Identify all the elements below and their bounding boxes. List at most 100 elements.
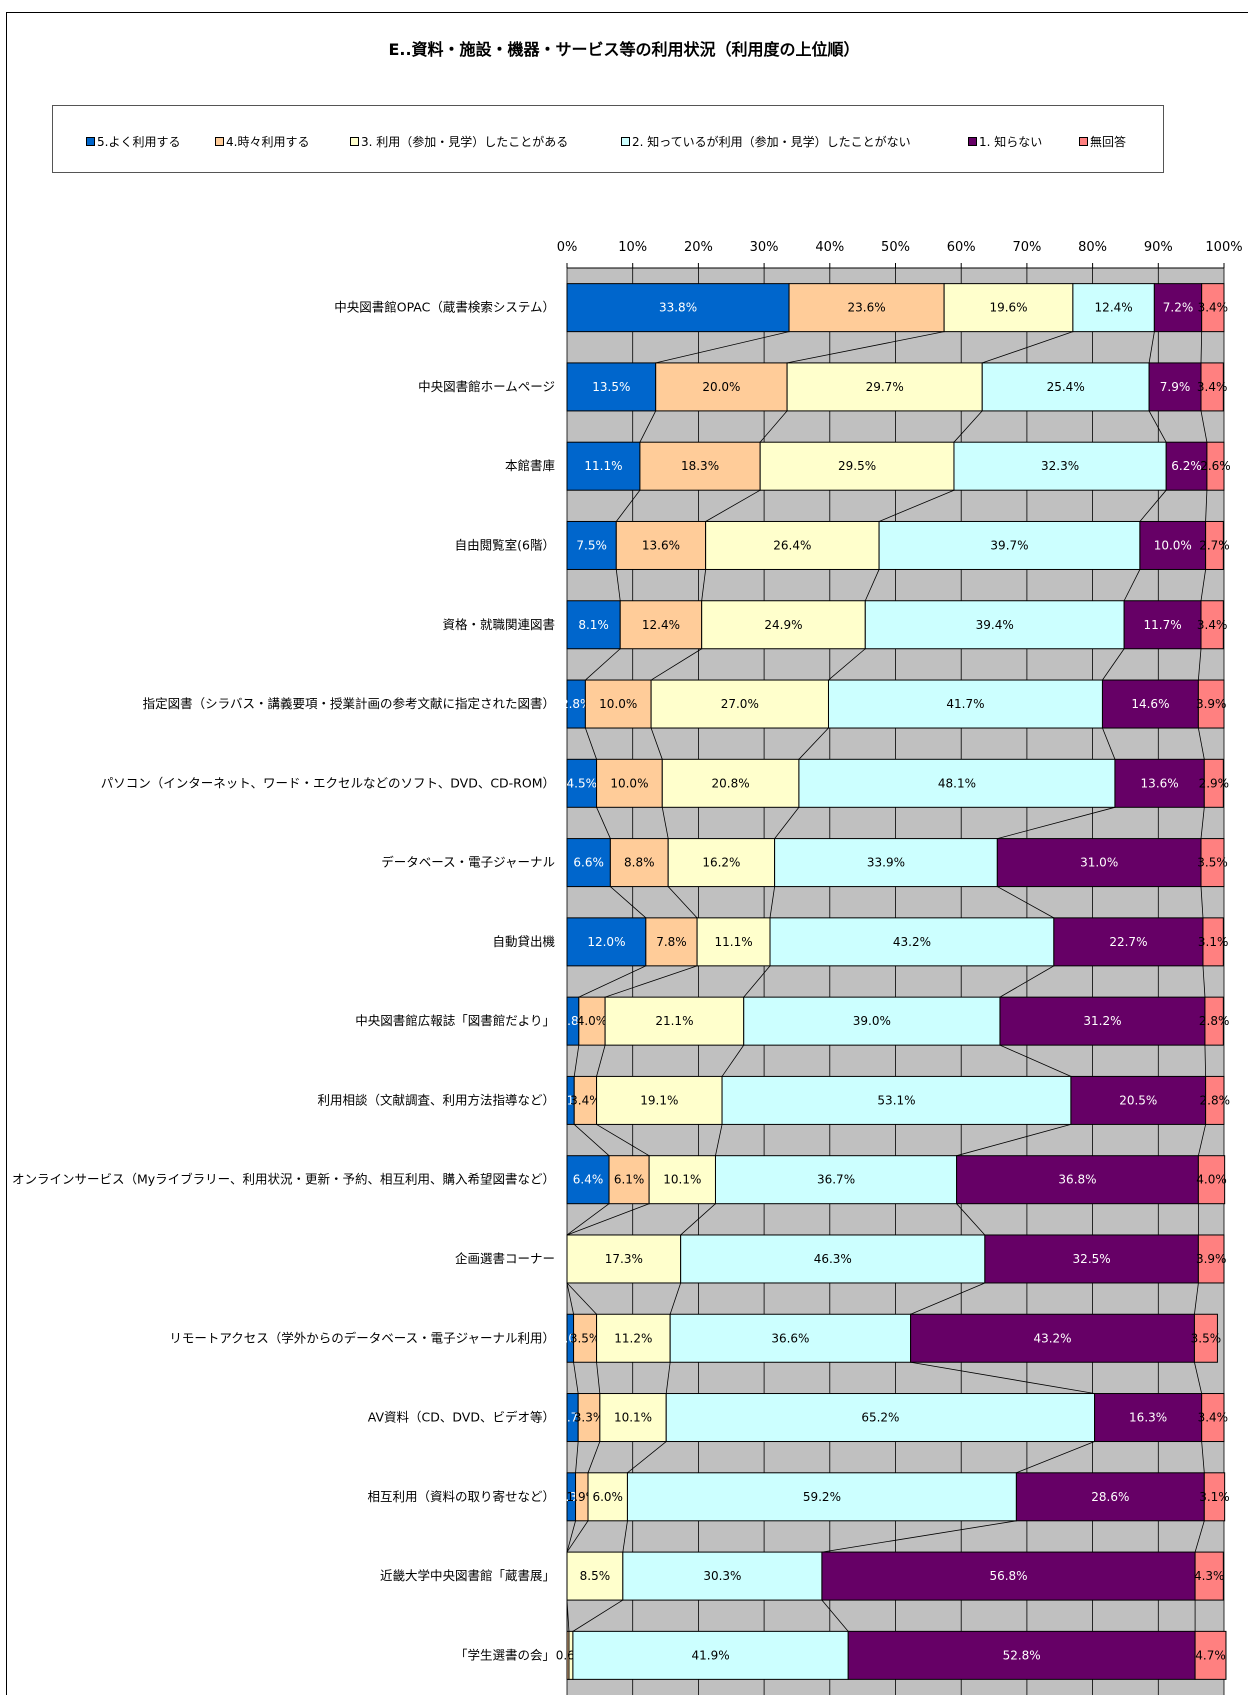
bar-value-label: 27.0% — [721, 697, 759, 711]
bar-segment — [1197, 1234, 1225, 1284]
legend-label: 5.よく利用する — [97, 135, 181, 149]
bar-segment — [1194, 1551, 1224, 1601]
category-label: 「学生選書の会」 — [455, 1647, 555, 1662]
series-connector — [665, 1362, 671, 1394]
series-connector — [622, 1520, 628, 1553]
series-connector — [650, 727, 663, 760]
bar-segment — [956, 1155, 1199, 1205]
legend-swatch — [215, 137, 224, 146]
bar-value-label: 7.5% — [576, 538, 607, 552]
bar-segment — [626, 1472, 1017, 1522]
bar-value-label: 13.6% — [1141, 776, 1179, 790]
series-connector — [596, 1362, 601, 1394]
series-connector — [956, 1124, 1072, 1157]
series-connector — [999, 965, 1055, 998]
bar-value-label: 29.7% — [866, 380, 904, 394]
bar-segment — [599, 1393, 667, 1443]
x-tick-label: 60% — [947, 240, 976, 255]
bar-segment — [1200, 362, 1224, 412]
category-label: 自動貸出機 — [492, 934, 555, 949]
bar-value-label: 39.7% — [990, 538, 1028, 552]
bar-value-label: 2.9% — [1199, 776, 1230, 790]
series-connector — [596, 1124, 650, 1157]
series-connector — [604, 965, 698, 998]
bar-segment — [566, 600, 621, 650]
bar-segment — [705, 520, 880, 570]
x-tick-label: 90% — [1144, 240, 1173, 255]
series-connector — [566, 1600, 570, 1632]
series-connector — [798, 727, 829, 760]
series-connector — [997, 806, 1116, 839]
bar-value-label: 20.5% — [1119, 1093, 1157, 1107]
series-connector — [769, 886, 776, 918]
bar-segment — [1202, 917, 1224, 967]
bar-segment — [821, 1551, 1196, 1601]
series-connector — [1123, 569, 1141, 601]
category-label: 近畿大学中央図書館「蔵書展」 — [380, 1568, 555, 1583]
bar-value-label: 22.7% — [1109, 935, 1147, 949]
bar-value-label: 17.3% — [605, 1252, 643, 1266]
bar-segment — [798, 758, 1116, 808]
bar-value-label: .3 — [566, 1490, 577, 1504]
bar-segment — [566, 362, 657, 412]
category-label: 中央図書館広報誌「図書館だより」 — [355, 1013, 555, 1028]
bar-value-label: 11.7% — [1144, 618, 1182, 632]
bar-value-label: 6.4% — [573, 1173, 604, 1187]
series-connector — [655, 331, 790, 364]
series-connector — [566, 1203, 610, 1236]
series-connector — [1148, 410, 1167, 443]
bar-value-label: 19.1% — [640, 1093, 678, 1107]
series-connector — [575, 1441, 579, 1473]
x-tick-label: 70% — [1012, 240, 1041, 255]
bar-value-label: 48.1% — [938, 776, 976, 790]
legend-swatch — [968, 137, 977, 146]
bar-segment — [1206, 441, 1225, 491]
bar-value-label: 8.5% — [580, 1569, 611, 1583]
bar-segment — [701, 600, 866, 650]
series-connector — [615, 569, 621, 601]
bar-segment — [1204, 996, 1224, 1046]
bar-segment — [696, 917, 771, 967]
series-connector — [585, 648, 621, 681]
series-connector — [566, 1520, 576, 1553]
bar-value-label: 3.4% — [570, 1093, 601, 1107]
bar-value-label: 4.7% — [1195, 1648, 1226, 1662]
bar-segment — [639, 441, 761, 491]
bar-value-label: 7.9% — [1160, 380, 1191, 394]
series-connector — [615, 489, 641, 522]
series-connector — [1139, 489, 1167, 522]
bar-value-label: 65.2% — [861, 1411, 899, 1425]
bar-value-label: 13.5% — [592, 380, 630, 394]
bar-value-label: 7.2% — [1163, 301, 1194, 315]
series-connector — [759, 410, 788, 443]
series-connector — [1200, 569, 1206, 601]
series-connector — [701, 569, 707, 601]
series-connector — [1102, 648, 1125, 681]
bar-segment — [566, 1234, 682, 1284]
series-connector — [627, 1441, 667, 1474]
legend-item: 1. 知らない — [968, 133, 1042, 150]
category-label: リモートアクセス（学外からのデータベース・電子ジャーナル利用） — [169, 1330, 555, 1345]
bar-value-label: 18.3% — [681, 459, 719, 473]
bar-value-label: 19.6% — [989, 301, 1027, 315]
series-connector — [661, 807, 669, 839]
x-tick-label: 50% — [881, 240, 910, 255]
bar-value-label: 10.0% — [610, 776, 648, 790]
bar-value-label: .0 — [565, 1331, 576, 1345]
series-connector — [956, 1203, 986, 1236]
bar-value-label: .8 — [567, 1014, 578, 1028]
bar-value-label: 33.8% — [659, 301, 697, 315]
bar-segment — [608, 1155, 650, 1205]
bar-segment — [1203, 758, 1224, 808]
series-connector — [999, 1044, 1072, 1077]
series-connector — [596, 807, 611, 839]
bar-segment — [1070, 1075, 1207, 1125]
bar-segment — [566, 917, 647, 967]
series-connector — [1200, 331, 1203, 363]
bar-segment — [1072, 283, 1155, 333]
bar-segment — [578, 996, 606, 1046]
series-connector — [1202, 965, 1206, 998]
bar-value-label: 56.8% — [989, 1569, 1027, 1583]
legend-item: 2. 知っているが利用（参加・見学）したことがない — [621, 133, 911, 150]
